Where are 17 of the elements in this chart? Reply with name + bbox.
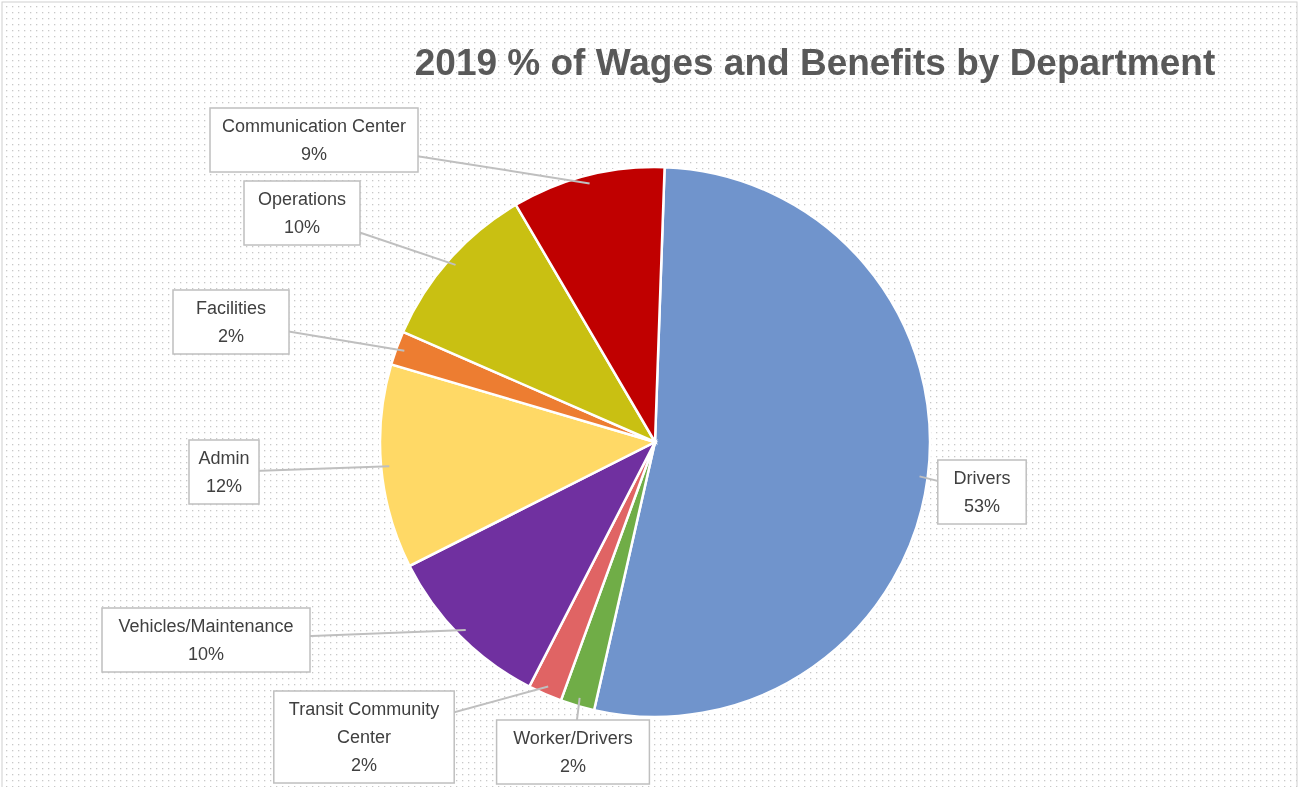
slice-label: Facilities [195, 298, 267, 318]
slice-label: Operations [257, 189, 347, 209]
slice-label: Vehicles/Maintenance [118, 616, 294, 636]
data-label: 2% [350, 755, 378, 775]
data-label: 2% [217, 326, 245, 346]
data-label: 9% [300, 144, 328, 164]
slice-label: Admin [198, 448, 250, 468]
chart-title: 2019 % of Wages and Benefits by Department [414, 42, 1216, 83]
data-label: 10% [187, 644, 225, 664]
data-label: 53% [963, 496, 1001, 516]
data-label: 12% [205, 476, 243, 496]
slice-label: Transit Community Center [288, 699, 440, 747]
slice-label: Drivers [953, 468, 1011, 488]
slice-label: Worker/Drivers [513, 728, 633, 748]
data-label: 10% [283, 217, 321, 237]
data-label: 2% [559, 756, 587, 776]
slice-label: Communication Center [221, 116, 407, 136]
